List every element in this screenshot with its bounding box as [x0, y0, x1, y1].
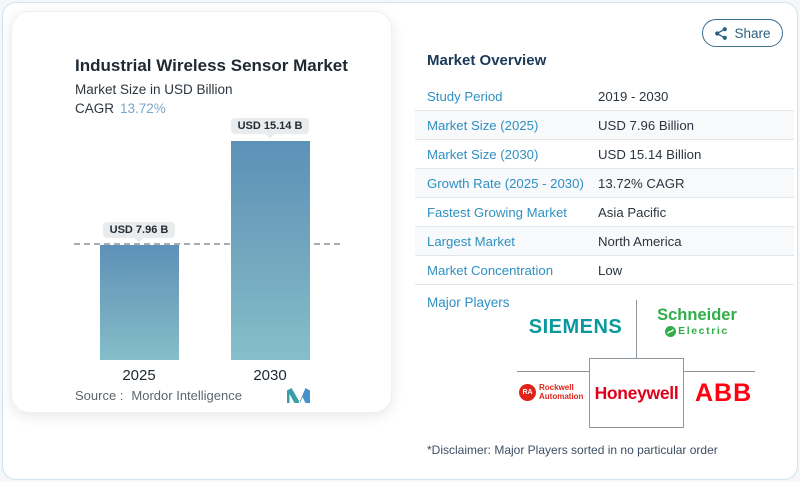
x-axis-label-2030: 2030: [253, 367, 287, 384]
honeywell-logo: Honeywell: [594, 382, 679, 403]
row-value: 2019 - 2030: [598, 88, 669, 104]
siemens-logo: SIEMENS: [528, 316, 623, 338]
row-value: North America: [598, 233, 682, 249]
row-label: Growth Rate (2025 - 2030): [427, 175, 584, 191]
table-row: Growth Rate (2025 - 2030) 13.72% CAGR: [415, 169, 794, 198]
bar-group-2030: USD 15.14 B: [225, 118, 315, 360]
disclaimer-text: *Disclaimer: Major Players sorted in no …: [427, 443, 718, 457]
x-axis-label-2025: 2025: [122, 367, 156, 384]
schneider-electric-logo: Schneider Electric: [643, 306, 751, 338]
market-size-chart-card: Industrial Wireless Sensor Market Market…: [11, 11, 392, 413]
table-row: Market Size (2030) USD 15.14 Billion: [415, 140, 794, 169]
cagr-value: 13.72%: [120, 101, 166, 116]
overview-heading: Market Overview: [427, 52, 547, 69]
reference-dashed-line: [74, 243, 340, 245]
source-attribution: Source : Mordor Intelligence: [75, 388, 242, 403]
bar-value-chip-2030: USD 15.14 B: [230, 118, 310, 134]
row-value: Asia Pacific: [598, 204, 667, 220]
share-nodes-icon: [715, 26, 728, 40]
overview-table: Study Period 2019 - 2030 Market Size (20…: [415, 82, 794, 285]
mordor-intelligence-logo-icon: [287, 388, 310, 403]
major-players-logos: SIEMENS Schneider Electric Honeywell RA …: [517, 300, 755, 434]
rockwell-wordmark-line2: Automation: [539, 391, 584, 401]
row-label: Market Size (2025): [427, 117, 539, 133]
row-value: USD 7.96 Billion: [598, 117, 695, 133]
rockwell-badge-icon: RA: [519, 384, 536, 402]
rockwell-wordmark-line1: Rockwell: [539, 383, 574, 392]
source-label: Source :: [75, 388, 124, 403]
row-label: Fastest Growing Market: [427, 204, 567, 220]
logo-divider-vertical: [636, 300, 637, 358]
row-value: USD 15.14 Billion: [598, 146, 702, 162]
row-label: Study Period: [427, 88, 503, 104]
chart-cagr-line: CAGR 13.72%: [75, 101, 166, 116]
source-name: Mordor Intelligence: [131, 388, 242, 403]
logo-divider-left: [517, 371, 589, 372]
abb-logo: ABB: [695, 379, 753, 407]
schneider-electric-text: Electric: [678, 325, 729, 338]
chart-title: Industrial Wireless Sensor Market: [75, 56, 348, 75]
logo-divider-right: [684, 371, 755, 372]
honeywell-logo-box: Honeywell: [589, 358, 684, 428]
cagr-label: CAGR: [75, 101, 115, 116]
row-label: Largest Market: [427, 233, 515, 249]
row-value: Low: [598, 262, 623, 278]
share-button[interactable]: Share: [702, 19, 783, 47]
schneider-glyph-icon: [665, 325, 677, 337]
rockwell-automation-logo: RA Rockwell Automation: [519, 383, 587, 402]
bar-2025: [99, 245, 179, 360]
schneider-wordmark: Schneider: [657, 306, 737, 324]
row-value: 13.72% CAGR: [598, 175, 685, 191]
bar-group-2025: USD 7.96 B: [94, 222, 184, 360]
table-row: Largest Market North America: [415, 227, 794, 256]
table-row: Market Size (2025) USD 7.96 Billion: [415, 111, 794, 140]
bar-2030: [230, 141, 310, 360]
chart-subtitle: Market Size in USD Billion: [75, 82, 233, 97]
table-row: Market Concentration Low: [415, 256, 794, 285]
row-label: Market Size (2030): [427, 146, 539, 162]
share-button-label: Share: [734, 25, 771, 41]
bar-value-chip-2025: USD 7.96 B: [102, 222, 176, 238]
row-label: Market Concentration: [427, 262, 554, 278]
table-row: Study Period 2019 - 2030: [415, 82, 794, 111]
table-row: Fastest Growing Market Asia Pacific: [415, 198, 794, 227]
major-players-label: Major Players: [427, 295, 510, 310]
